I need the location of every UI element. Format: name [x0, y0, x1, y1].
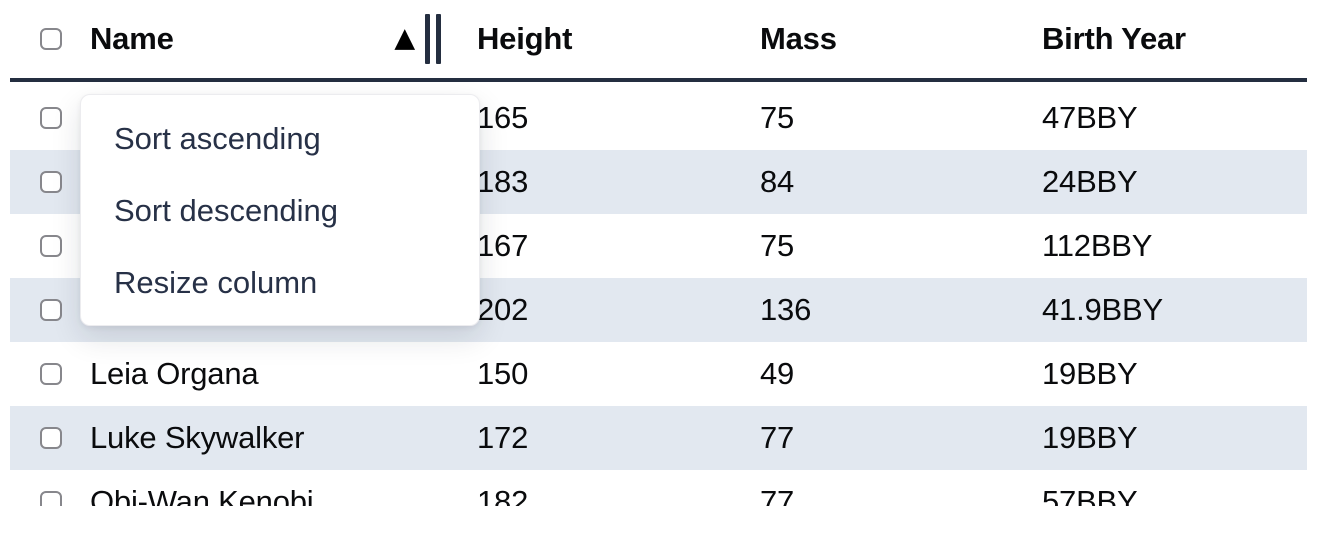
select-all-cell [10, 28, 90, 50]
menu-item-sort-ascending[interactable]: Sort ascending [114, 121, 321, 156]
sort-ascending-icon: ▲ [394, 22, 415, 54]
cell-height: 172 [477, 420, 529, 455]
cell-birth-year: 112BBY [1042, 228, 1153, 263]
row-checkbox[interactable] [40, 107, 62, 129]
column-header-height[interactable]: Height [477, 21, 573, 56]
row-checkbox-cell [10, 427, 90, 449]
cell-mass: 49 [760, 356, 795, 391]
cell-birth-year: 19BBY [1042, 420, 1138, 455]
table-header-row: Name ▲ Height Mass Birth Year [10, 0, 1307, 82]
cell-height: 150 [477, 356, 529, 391]
row-checkbox-cell [10, 235, 90, 257]
row-checkbox-cell [10, 363, 90, 385]
column-header-name-label: Name [90, 21, 174, 56]
cell-birth-year: 41.9BBY [1042, 292, 1163, 327]
column-header-birth-year[interactable]: Birth Year [1042, 21, 1186, 56]
viewport-clip-mask [0, 506, 1330, 536]
resize-bar-icon [436, 14, 441, 64]
cell-mass: 77 [760, 420, 795, 455]
cell-mass: 84 [760, 164, 795, 199]
cell-mass: 75 [760, 100, 795, 135]
cell-height: 167 [477, 228, 529, 263]
table-row[interactable]: Luke Skywalker 172 77 19BBY [10, 406, 1307, 470]
row-checkbox[interactable] [40, 235, 62, 257]
row-checkbox[interactable] [40, 427, 62, 449]
menu-item-sort-descending[interactable]: Sort descending [114, 193, 339, 228]
row-checkbox-cell [10, 107, 90, 129]
column-context-menu: Sort ascending Sort descending Resize co… [80, 94, 480, 326]
select-all-checkbox[interactable] [40, 28, 62, 50]
row-checkbox[interactable] [40, 363, 62, 385]
row-checkbox[interactable] [40, 299, 62, 321]
cell-birth-year: 19BBY [1042, 356, 1138, 391]
cell-mass: 136 [760, 292, 812, 327]
cell-mass: 75 [760, 228, 795, 263]
row-checkbox-cell [10, 171, 90, 193]
resize-bar-icon [425, 14, 430, 64]
table-row[interactable]: 165 75 47BBY [10, 86, 1307, 150]
cell-height: 183 [477, 164, 529, 199]
cell-name: Leia Organa [90, 356, 259, 391]
cell-birth-year: 47BBY [1042, 100, 1138, 135]
column-header-name[interactable]: Name ▲ [90, 0, 477, 78]
column-header-mass[interactable]: Mass [760, 21, 837, 56]
cell-name: Luke Skywalker [90, 420, 305, 455]
row-checkbox[interactable] [40, 171, 62, 193]
menu-item-resize-column[interactable]: Resize column [114, 265, 318, 300]
cell-birth-year: 24BBY [1042, 164, 1138, 199]
cell-height: 165 [477, 100, 529, 135]
cell-height: 202 [477, 292, 529, 327]
table-row[interactable]: Leia Organa 150 49 19BBY [10, 342, 1307, 406]
table-row[interactable]: 167 75 112BBY [10, 214, 1307, 278]
row-checkbox-cell [10, 299, 90, 321]
column-resize-handle[interactable] [425, 14, 441, 64]
